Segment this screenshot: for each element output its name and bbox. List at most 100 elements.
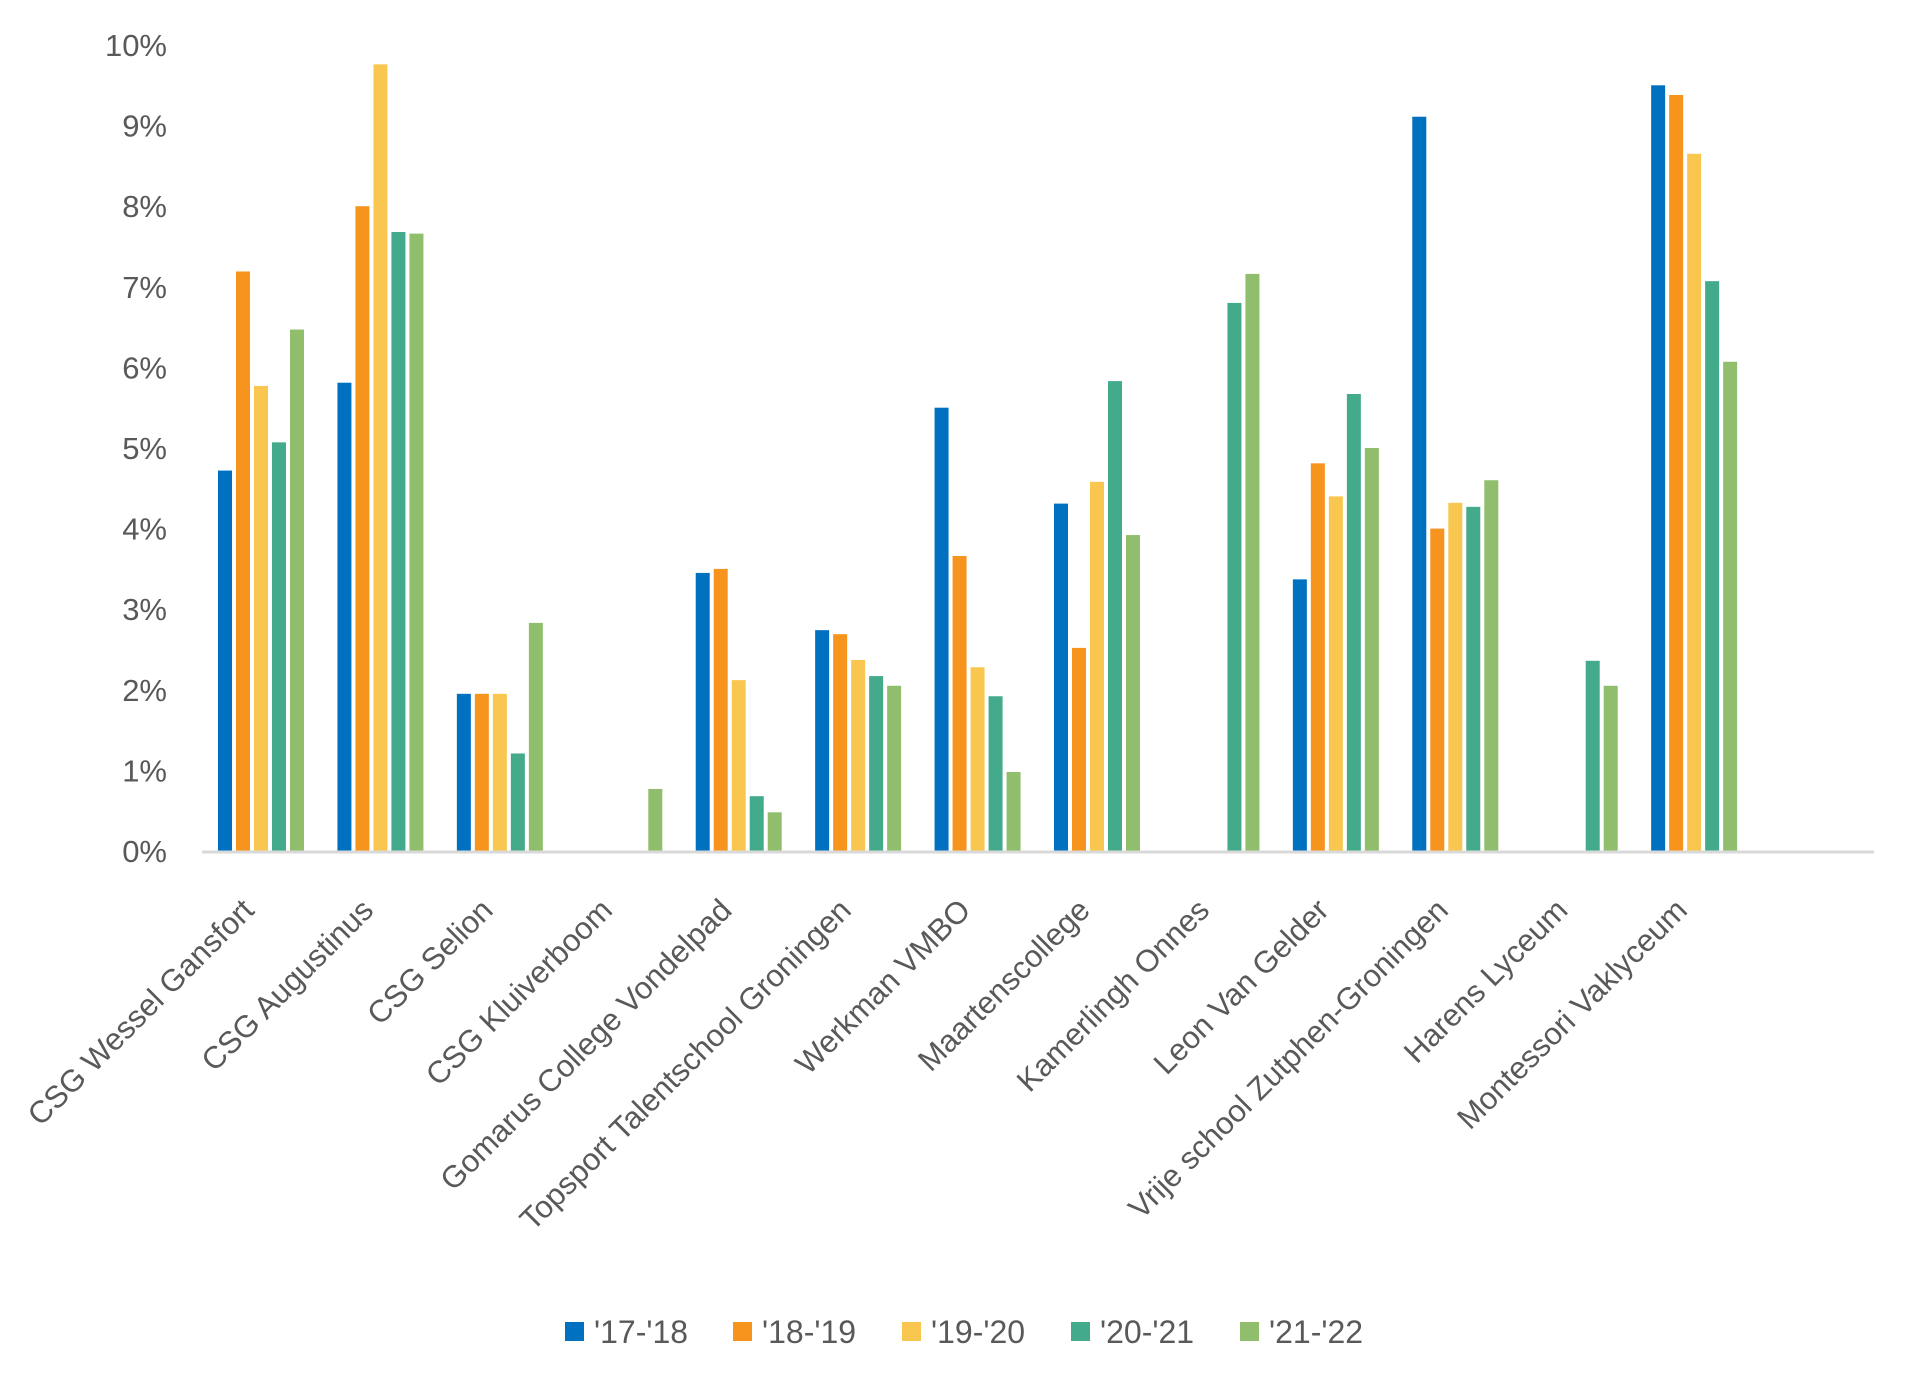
legend-item: '17-'18 (565, 1314, 688, 1350)
bar (1484, 480, 1499, 851)
bar (1585, 660, 1600, 851)
legend-swatch (565, 1322, 584, 1341)
bar-group (815, 630, 902, 851)
bar-group (456, 622, 543, 851)
bar (749, 796, 764, 851)
bar (1412, 116, 1427, 851)
bar (218, 470, 232, 851)
legend-item: '19-'20 (902, 1314, 1025, 1350)
y-tick-label: 4% (122, 512, 167, 547)
bar (1090, 481, 1104, 851)
y-tick-label: 10% (105, 28, 167, 63)
bar-group (1651, 85, 1738, 852)
bar (1448, 502, 1463, 851)
bar (952, 556, 967, 851)
bar (1723, 361, 1738, 851)
y-axis-ticks: 0% 1% 2% 3% 4% 5% 6% 7% 8% 9% 10% (105, 28, 167, 869)
legend-swatch (902, 1322, 921, 1341)
bar (510, 753, 525, 851)
bar (528, 622, 543, 851)
bar (1364, 448, 1379, 851)
legend-item: '20-'21 (1071, 1314, 1194, 1350)
y-tick-label: 7% (122, 270, 167, 305)
bar (833, 634, 848, 851)
y-tick-label: 3% (122, 592, 167, 627)
bar (355, 206, 370, 851)
bar (1126, 535, 1140, 851)
bar (290, 329, 304, 851)
bar (254, 385, 268, 851)
bar (1245, 273, 1260, 851)
bar (373, 64, 388, 852)
bar-group (934, 407, 1021, 851)
bar-group (695, 568, 782, 851)
bar (970, 667, 985, 851)
bar (887, 685, 902, 851)
legend: '17-'18 '18-'19 '19-'20 '20-'21 '21-'22 (565, 1314, 1363, 1350)
bar (1054, 503, 1068, 851)
bar (1292, 579, 1307, 851)
bar (648, 788, 663, 851)
legend-item: '21-'22 (1240, 1314, 1363, 1350)
bar (272, 442, 286, 851)
bar (456, 693, 471, 851)
bar (988, 696, 1003, 851)
bar (1603, 685, 1618, 851)
bar (236, 271, 250, 852)
bar (851, 659, 866, 851)
bar (337, 382, 352, 851)
bar (713, 568, 728, 851)
bar (1006, 772, 1021, 851)
bar (731, 680, 746, 851)
legend-swatch (733, 1322, 752, 1341)
x-tick-label: Montessori Vaklyceum (1450, 892, 1694, 1136)
bar (1346, 393, 1361, 851)
legend-swatch (1071, 1322, 1090, 1341)
y-tick-label: 2% (122, 673, 167, 708)
y-tick-label: 5% (122, 431, 167, 466)
bar-group (1412, 116, 1499, 851)
bar (1430, 528, 1445, 851)
bar (391, 231, 406, 851)
bar (1687, 153, 1702, 851)
y-tick-label: 6% (122, 350, 167, 385)
bar-group (648, 788, 663, 851)
legend-label: '20-'21 (1100, 1314, 1194, 1350)
bar (1227, 302, 1242, 851)
bar (1108, 381, 1122, 851)
legend-label: '19-'20 (931, 1314, 1025, 1350)
bar (409, 233, 424, 851)
x-tick-label: CSG Wessel Gansfort (21, 892, 261, 1132)
bar (1072, 647, 1086, 851)
bar (767, 812, 782, 851)
bar (1328, 496, 1343, 851)
bar (1651, 85, 1666, 852)
legend-item: '18-'19 (733, 1314, 856, 1350)
bar-group (1054, 381, 1140, 851)
legend-label: '18-'19 (762, 1314, 856, 1350)
bar (1705, 281, 1720, 852)
bar (492, 693, 507, 851)
y-tick-label: 8% (122, 189, 167, 224)
y-tick-label: 1% (122, 753, 167, 788)
bar (1466, 506, 1481, 851)
bar-group (337, 64, 424, 852)
bar (869, 676, 884, 851)
bar-group (1585, 660, 1618, 851)
bars (218, 64, 1738, 852)
legend-label: '17-'18 (594, 1314, 688, 1350)
bar-group (218, 271, 304, 852)
legend-label: '21-'22 (1269, 1314, 1363, 1350)
bar-group (1227, 273, 1260, 851)
bar-group (1292, 393, 1379, 851)
bar (1310, 463, 1325, 851)
bar (934, 407, 949, 851)
legend-swatch (1240, 1322, 1259, 1341)
bar (815, 630, 830, 851)
y-tick-label: 0% (122, 834, 167, 869)
bar (474, 693, 489, 851)
bar (695, 572, 710, 851)
y-tick-label: 9% (122, 109, 167, 144)
